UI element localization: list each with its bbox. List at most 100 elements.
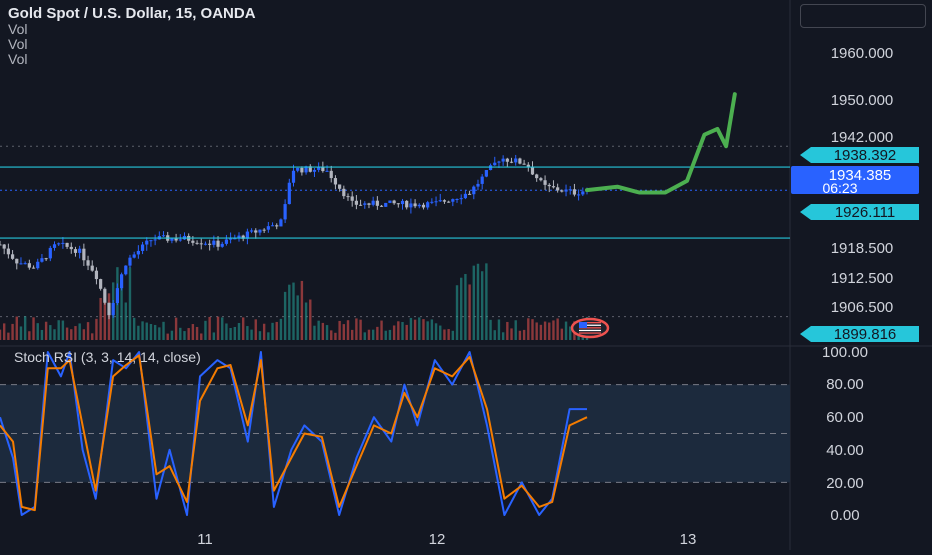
volume-bar [342,324,346,340]
stoch-tick-label: 20.00 [826,475,864,492]
candle-body [329,170,333,179]
last-price-label: 1934.385 [829,167,892,184]
candle-body [15,258,19,264]
volume-bar [397,321,400,340]
candle-body [258,229,262,233]
volume-bar [120,276,123,340]
candle-body [10,254,15,259]
symbol-title[interactable]: Gold Spot / U.S. Dollar, 15, OANDA [8,5,256,22]
candle-body [325,170,329,172]
time-tick-label: 12 [429,531,446,548]
volume-bar [334,332,337,340]
event-marker[interactable] [570,317,610,339]
candle-body [426,202,430,208]
volume-bar [23,316,27,340]
candle-body [480,176,484,184]
candle-body [275,225,279,227]
candle-body [472,186,476,195]
volume-bar [250,329,253,340]
candle-body [82,248,86,261]
candle-body [115,288,119,304]
countdown-label: 06:23 [822,180,857,196]
candle-body [333,178,338,185]
candle-body [191,240,195,243]
candle-body [94,270,99,280]
candle-body [447,201,451,203]
candle-body [417,204,421,207]
price-badge-label: 1926.111 [835,204,895,221]
volume-bar [531,319,534,340]
volume-bar [241,317,245,340]
candle-body [149,240,153,242]
volume-bar [15,316,18,340]
candle-body [237,235,241,239]
volume-bar [455,285,459,340]
candle-body [392,200,396,204]
candle-body [572,189,577,195]
flag-stripe [579,327,601,329]
stoch-band [0,384,790,483]
volume-bar [65,327,69,340]
candle-body [501,158,505,162]
candle-body [354,200,358,205]
volume-bar [514,320,517,340]
volume-bar [57,320,60,340]
candle-body [556,187,560,191]
stoch-rsi-title[interactable]: Stoch RSI (3, 3, 14, 14, close) [14,349,201,365]
volume-bar [74,326,77,340]
volume-bar [405,324,408,340]
volume-bar [439,325,442,340]
volume-bar [460,277,463,340]
volume-bar [346,320,350,340]
candle-body [23,263,27,265]
candle-body [455,198,459,200]
volume-bar [564,321,568,340]
candle-body [421,204,426,208]
volume-bar [95,318,98,340]
candle-body [90,265,94,271]
volume-bar [351,329,354,340]
candle-body [484,170,488,177]
volume-bar [409,317,413,340]
volume-bar [279,318,283,340]
candle-body [6,248,10,255]
candle-body [379,205,384,207]
candle-body [296,167,300,171]
volume-bar [451,330,455,340]
candle-body [178,239,182,241]
candle-body [560,190,564,192]
price-badge-label: 1938.392 [834,147,897,164]
candle-body [132,254,136,258]
volume-bar [422,319,425,340]
candle-body [581,191,585,195]
candle-body [233,238,237,240]
volume-bar [195,326,199,340]
volume-bar [476,263,480,340]
volume-bar [28,331,31,340]
candle-body [216,240,220,247]
candle-body [396,203,400,205]
volume-bar [225,323,228,340]
volume-bar [392,325,396,340]
volume-bar [174,317,178,340]
candle-body [304,166,308,173]
candle-body [505,158,509,162]
symbol-search-box[interactable] [800,4,926,28]
volume-bar [283,291,287,340]
volume-bar [309,299,312,340]
candle-body [212,240,216,245]
candle-body [564,189,568,192]
candle-body [530,167,535,175]
candle-body [69,246,73,250]
candle-body [73,249,78,253]
volume-bar [388,329,392,340]
candle-body [300,167,304,173]
candle-body [476,183,480,187]
price-badge-bg [811,204,919,220]
candle-body [44,258,48,260]
candle-body [224,239,229,244]
volume-bar [292,282,295,340]
